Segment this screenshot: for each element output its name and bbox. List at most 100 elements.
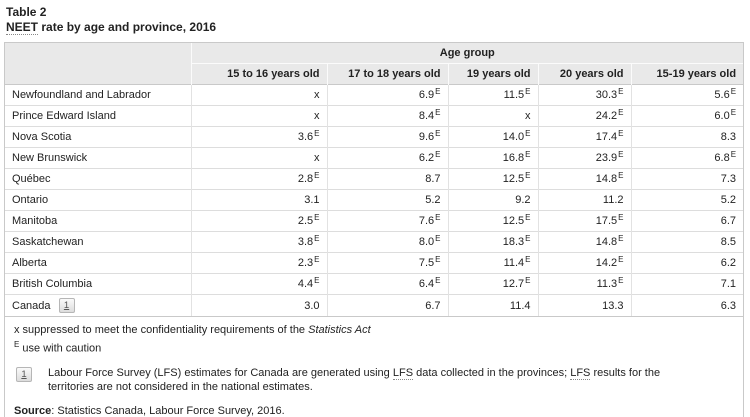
page-title-rest: rate by age and province, 2016 <box>38 20 217 34</box>
value-cell: 3.6E <box>190 126 327 148</box>
value-cell: 3.8E <box>190 231 327 253</box>
value-cell: 6.2 <box>630 252 744 274</box>
value-cell: 17.5E <box>537 210 631 232</box>
value-cell: 14.8E <box>537 231 631 253</box>
value-cell: 7.6E <box>326 210 448 232</box>
value-cell: 6.8E <box>630 147 744 169</box>
value-cell: 6.2E <box>326 147 448 169</box>
caution-flag: E <box>435 276 441 285</box>
column-header: 17 to 18 years old <box>326 63 448 85</box>
neet-table: Age group 15 to 16 years old 17 to 18 yea… <box>5 43 744 316</box>
value-cell: 8.0E <box>326 231 448 253</box>
column-header-row: 15 to 16 years old 17 to 18 years old 19 y… <box>5 63 744 85</box>
value-cell: 17.4E <box>537 126 631 148</box>
value-cell: x <box>190 105 327 127</box>
corner-cell <box>5 43 192 85</box>
caution-flag: E <box>618 234 624 243</box>
province-label: Canada 1 <box>5 294 191 316</box>
caution-flag: E <box>730 87 737 96</box>
footnote-text-part: data collected in the provinces; <box>413 366 571 379</box>
value-cell: 3.0 <box>190 294 327 316</box>
column-header: 20 years old <box>537 63 631 85</box>
value-cell: 12.7E <box>447 273 538 295</box>
table-row: Nova Scotia 3.6E 9.6E 14.0E 17.4E 8.3 <box>5 126 744 148</box>
caution-flag: E <box>314 129 320 138</box>
caution-flag: E <box>525 87 531 96</box>
value-cell: 18.3E <box>447 231 538 253</box>
value-cell: 3.1 <box>190 189 327 211</box>
caution-flag: E <box>435 108 441 117</box>
province-label: British Columbia <box>5 273 191 295</box>
value-cell: 11.3E <box>537 273 631 295</box>
caution-flag: E <box>525 150 531 159</box>
column-header: 15-19 years old <box>630 63 744 85</box>
title-block: Table 2 NEET rate by age and province, 2… <box>0 0 750 35</box>
caution-flag-symbol: E <box>14 340 20 349</box>
province-label: Alberta <box>5 252 191 274</box>
lfs-abbr: LFS <box>392 366 414 380</box>
caution-flag: E <box>525 129 531 138</box>
value-cell: 9.6E <box>326 126 448 148</box>
value-cell: 6.7 <box>326 294 448 316</box>
value-cell: 7.1 <box>630 273 744 295</box>
caution-flag: E <box>730 108 737 117</box>
caution-flag: E <box>618 213 624 222</box>
value-cell: 7.3 <box>630 168 744 190</box>
caution-flag: E <box>618 108 624 117</box>
value-cell: 5.2 <box>326 189 448 211</box>
table-row: New Brunswick x 6.2E 16.8E 23.9E 6.8E <box>5 147 744 169</box>
value-cell: 14.8E <box>537 168 631 190</box>
caution-flag: E <box>618 171 624 180</box>
caution-flag: E <box>435 255 441 264</box>
province-label: Nova Scotia <box>5 126 191 148</box>
caution-flag: E <box>525 255 531 264</box>
caution-flag: E <box>435 87 441 96</box>
caution-flag: E <box>618 129 624 138</box>
value-cell: 6.4E <box>326 273 448 295</box>
caution-flag: E <box>618 255 624 264</box>
value-cell: 23.9E <box>537 147 631 169</box>
province-label: Newfoundland and Labrador <box>5 84 191 106</box>
note-caution-text: use with caution <box>19 342 102 355</box>
value-cell: 8.7 <box>326 168 448 190</box>
caution-flag: E <box>435 234 441 243</box>
value-cell: 11.4E <box>447 252 538 274</box>
value-cell: 8.5 <box>630 231 744 253</box>
caution-flag: E <box>435 129 441 138</box>
value-cell: 2.8E <box>190 168 327 190</box>
value-cell: 16.8E <box>447 147 538 169</box>
caution-flag: E <box>525 171 531 180</box>
value-cell: 7.5E <box>326 252 448 274</box>
value-cell: x <box>190 84 327 106</box>
value-cell: 24.2E <box>537 105 631 127</box>
value-cell: 5.2 <box>630 189 744 211</box>
table-notes: x suppressed to meet the confidentiality… <box>5 316 743 417</box>
table-number-title: Table 2 <box>6 5 47 19</box>
value-cell: 2.5E <box>190 210 327 232</box>
province-label: Prince Edward Island <box>5 105 191 127</box>
value-cell: 14.2E <box>537 252 631 274</box>
group-header-row: Age group <box>5 43 744 85</box>
value-cell: 13.3 <box>537 294 631 316</box>
note-suppressed-text: x suppressed to meet the confidentiality… <box>14 324 309 336</box>
source-text: : Statistics Canada, Labour Force Survey… <box>51 404 285 417</box>
value-cell: x <box>447 105 538 127</box>
table-row: Ontario 3.1 5.2 9.2 11.2 5.2 <box>5 189 744 211</box>
caution-flag: E <box>618 276 624 285</box>
column-header: 19 years old <box>447 63 538 85</box>
caution-flag: E <box>435 150 441 159</box>
footnote-text-part: results for the territories are not cons… <box>48 366 661 393</box>
value-cell: 14.0E <box>447 126 538 148</box>
source-label: Source <box>14 404 52 417</box>
caution-flag: E <box>730 150 737 159</box>
value-cell: 6.9E <box>326 84 448 106</box>
province-label: Saskatchewan <box>5 231 191 253</box>
table-row: Saskatchewan 3.8E 8.0E 18.3E 14.8E 8.5 <box>5 231 744 253</box>
footnote-1-button[interactable]: 1 <box>16 366 32 382</box>
value-cell: 12.5E <box>447 168 538 190</box>
value-cell: 11.4 <box>447 294 538 316</box>
canada-footnote-button[interactable]: 1 <box>58 298 75 313</box>
province-label: New Brunswick <box>5 147 191 169</box>
table-row: Manitoba 2.5E 7.6E 12.5E 17.5E 6.7 <box>5 210 744 232</box>
province-label: Québec <box>5 168 191 190</box>
